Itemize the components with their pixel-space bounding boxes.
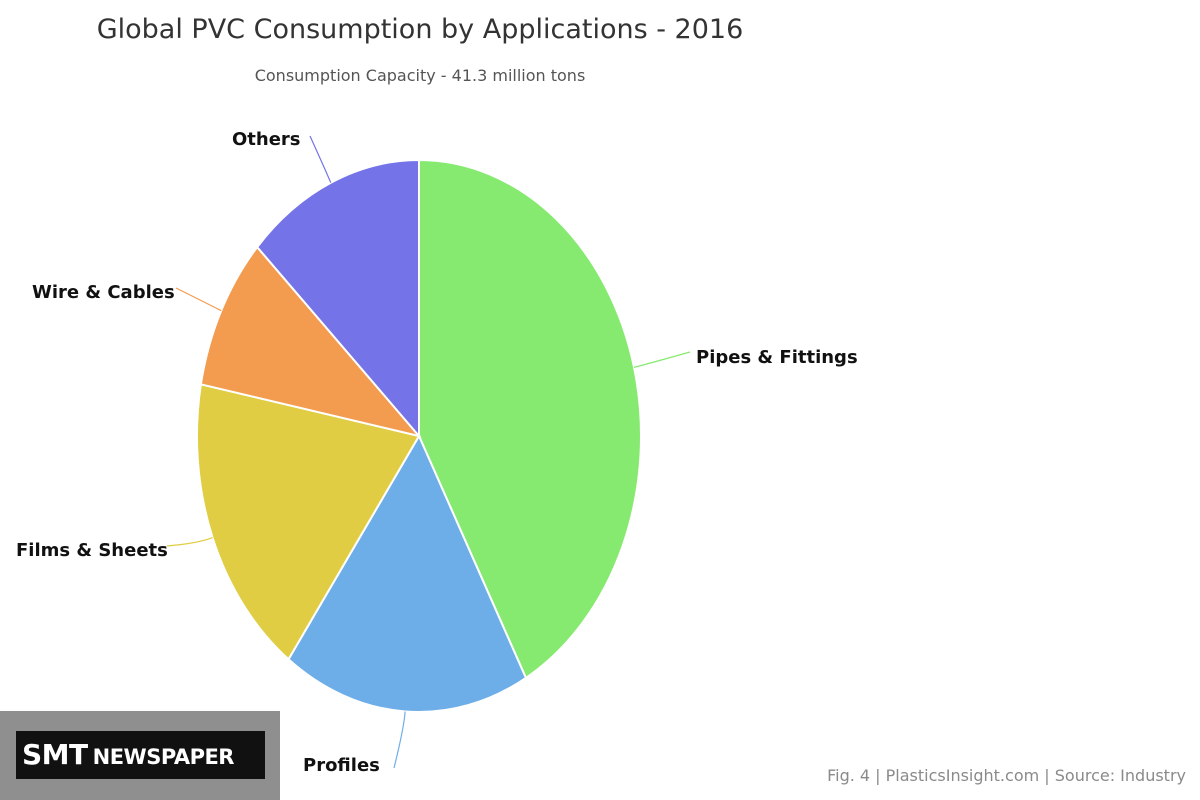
logo-text-newspaper: NEWSPAPER — [92, 745, 235, 769]
figure-caption: Fig. 4 | PlasticsInsight.com | Source: I… — [827, 766, 1186, 785]
pie-slice-wire-cables — [199, 245, 422, 438]
slice-label-others: Others — [232, 129, 301, 150]
pie-slice-pipes-fittings — [418, 158, 642, 680]
pie-slice-profiles — [287, 433, 528, 713]
chart-title: Global PVC Consumption by Applications -… — [96, 14, 744, 45]
leader-line-others — [309, 135, 332, 183]
logo-badge: SMT NEWSPAPER — [16, 731, 265, 779]
slice-label-profiles: Profiles — [303, 755, 380, 776]
leader-line-wire-cables — [175, 287, 222, 312]
pie-slice-others — [255, 158, 420, 439]
logo-text-smt: SMT — [22, 738, 88, 771]
slice-label-pipes-fittings: Pipes & Fittings — [696, 347, 858, 368]
logo-watermark: SMT NEWSPAPER — [0, 711, 280, 800]
leader-line-pipes-fittings — [633, 351, 691, 368]
slice-label-films-sheets: Films & Sheets — [16, 540, 168, 561]
chart-subtitle: Consumption Capacity - 41.3 million tons — [254, 66, 586, 85]
pie-slice-films-sheets — [195, 383, 421, 661]
leader-line-profiles — [393, 711, 406, 769]
slice-label-wire-cables: Wire & Cables — [32, 282, 175, 303]
leader-line-films-sheets — [166, 537, 213, 547]
